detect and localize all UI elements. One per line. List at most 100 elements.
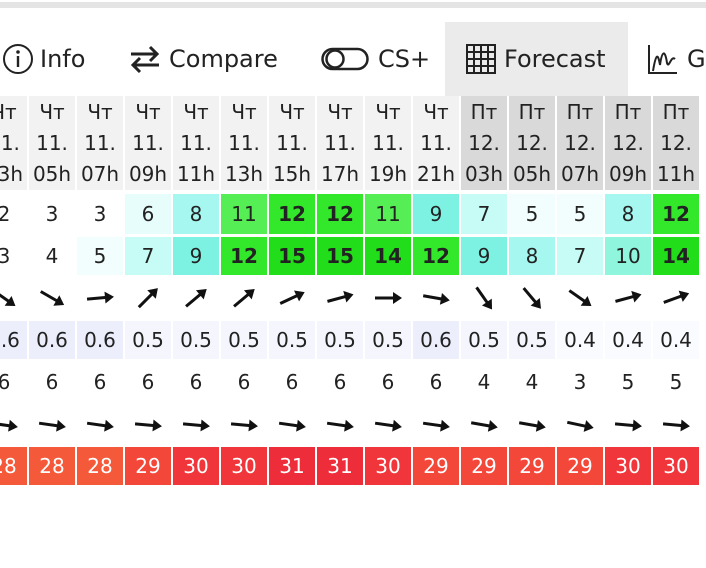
wave-direction [221,405,267,445]
wave-direction [557,405,603,445]
date-label: 11. [125,128,171,158]
wind-direction [413,278,459,318]
wind-direction [653,278,699,318]
temperature: 29 [413,447,459,485]
temperature: 30 [221,447,267,485]
temperature: 30 [173,447,219,485]
date-label: 11. [77,128,123,158]
date-label: 11. [365,128,411,158]
temperature: 29 [125,447,171,485]
arrow-icon [568,289,592,307]
temperature: 28 [77,447,123,485]
wave-direction [269,405,315,445]
arrow-icon [566,420,594,432]
wind-speed: 8 [605,194,651,234]
date-label: 11. [0,128,27,158]
day-label: Чт [173,96,219,128]
compare-icon [130,45,160,74]
temperature: 29 [509,447,555,485]
wind-direction [0,278,27,318]
wind-speed: 11 [365,194,411,234]
arrow-icon [134,419,162,432]
hour-label: 19h [365,158,411,190]
arrow-icon [230,419,258,432]
wind-direction [605,278,651,318]
wave-direction [365,405,411,445]
wind-speed: 12 [653,194,699,234]
wave-period: 6 [333,370,347,394]
wave-period: 6 [381,370,395,394]
arrow-icon [278,419,306,432]
grid-icon [466,44,496,74]
graph-icon [648,45,677,74]
wave-height: 0.5 [509,321,555,359]
wave-height: 0.5 [125,321,171,359]
wave-height: 0.5 [317,321,363,359]
hour-label: 15h [269,158,315,190]
wind-speed: 12 [269,194,315,234]
wave-direction [413,405,459,445]
date-label: 11. [317,128,363,158]
wind-gust: 14 [365,237,411,275]
hour-label: 03h [461,158,507,190]
wave-period: 5 [669,370,683,394]
wind-direction [173,278,219,318]
temperature: 28 [29,447,75,485]
tab-graph[interactable]: G [647,22,706,96]
wind-gust: 4 [29,237,75,275]
wind-speed: 11 [221,194,267,234]
arrow-icon [86,291,114,304]
wind-direction [269,278,315,318]
wave-height: 0.6 [77,321,123,359]
temperature: 31 [269,447,315,485]
day-label: Чт [0,96,27,128]
wave-direction [317,405,363,445]
wave-period: 6 [189,370,203,394]
wave-height: 0.5 [461,321,507,359]
arrow-icon [327,290,354,303]
temperature: 30 [605,447,651,485]
wave-height: 0.6 [413,321,459,359]
arrow-icon [326,419,354,432]
wind-direction [317,278,363,318]
arrow-icon [182,419,210,432]
day-label: Пт [461,96,507,128]
wave-height: 0.5 [269,321,315,359]
wind-gust: 14 [653,237,699,275]
wind-gust: 3 [0,237,27,275]
wind-speed: 5 [557,194,603,234]
wind-gust: 15 [317,237,363,275]
arrow-icon [137,288,158,309]
wave-height: 0.5 [221,321,267,359]
arrow-icon [0,419,18,432]
wind-direction [557,278,603,318]
wave-direction [77,405,123,445]
wind-gust: 5 [77,237,123,275]
temperature: 29 [557,447,603,485]
wind-direction [77,278,123,318]
hour-label: 09h [125,158,171,190]
wave-period: 6 [45,370,59,394]
arrow-icon [39,290,65,306]
arrow-icon [233,289,255,308]
wind-gust: 7 [125,237,171,275]
hour-label: 07h [557,158,603,190]
day-label: Чт [221,96,267,128]
tab-compare[interactable]: Compare [128,22,278,96]
temperature: 30 [365,447,411,485]
arrow-icon [0,289,16,307]
tab-cs[interactable]: CS+ [321,22,430,96]
wave-height: 0.4 [605,321,651,359]
top-bar [0,2,706,8]
day-label: Чт [77,96,123,128]
tab-info[interactable]: Info [2,22,85,96]
wave-period: 4 [477,370,491,394]
wave-height: 0.6 [29,321,75,359]
wave-direction [653,405,699,445]
hour-label: 05h [29,158,75,190]
wind-gust: 12 [413,237,459,275]
hour-label: 05h [509,158,555,190]
tab-forecast[interactable]: Forecast [465,22,606,96]
arrow-icon [615,290,642,303]
